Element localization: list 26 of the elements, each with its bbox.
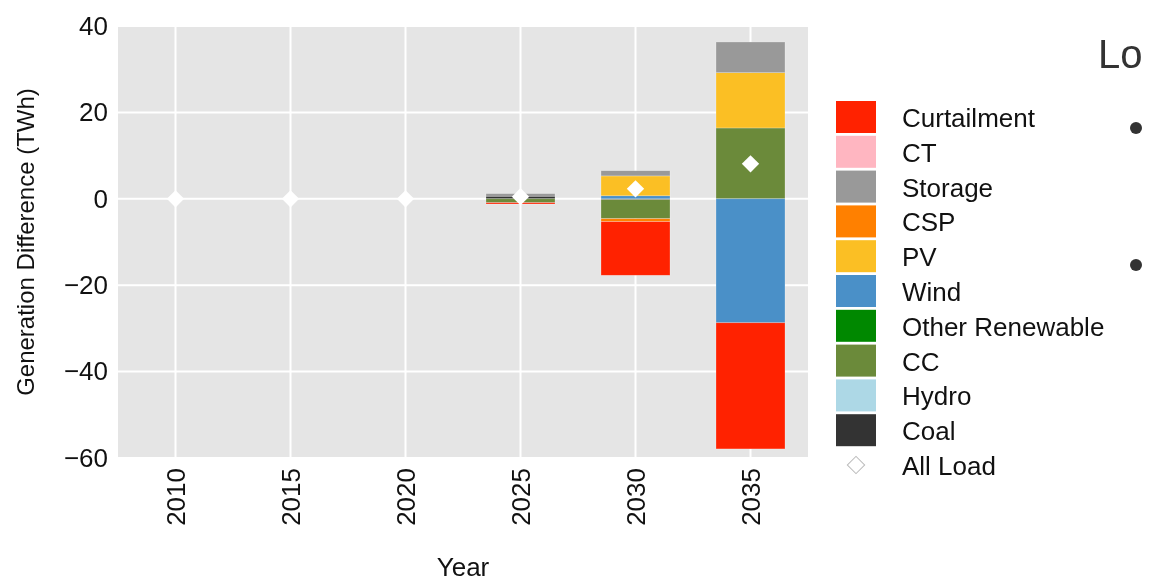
y-tick-label: 0 [93, 183, 108, 214]
x-tick-label: 2020 [390, 468, 421, 526]
y-tick-label: 40 [79, 10, 108, 41]
legend-label: Coal [902, 416, 956, 447]
legend-label: CSP [902, 207, 956, 238]
legend-label: All Load [902, 451, 996, 481]
x-tick-label: 2030 [620, 468, 651, 526]
legend-label: Curtailment [902, 103, 1036, 133]
x-tick-label: 2025 [505, 468, 536, 526]
text: Lo [1098, 32, 1143, 76]
legend-label: Other Renewable [902, 311, 1105, 342]
x-axis-title: Year [436, 552, 490, 581]
legend-label: PV [902, 242, 938, 273]
x-tick-label: 2010 [160, 468, 191, 526]
legend-label: Hydro [902, 381, 972, 412]
legend-label: Storage [902, 172, 994, 203]
x-tick-label: 2015 [275, 468, 306, 526]
legend-label: Wind [902, 277, 962, 307]
y-axis-title: Generation Difference (TWh) [12, 88, 39, 396]
x-tick-label: 2035 [735, 468, 766, 526]
y-tick-label: 20 [79, 97, 108, 128]
y-tick-label: −40 [63, 356, 108, 387]
y-tick-label: −60 [63, 442, 108, 473]
legend-label: CC [902, 346, 940, 377]
y-tick-label: −20 [63, 270, 108, 301]
legend-label: CT [902, 137, 937, 168]
